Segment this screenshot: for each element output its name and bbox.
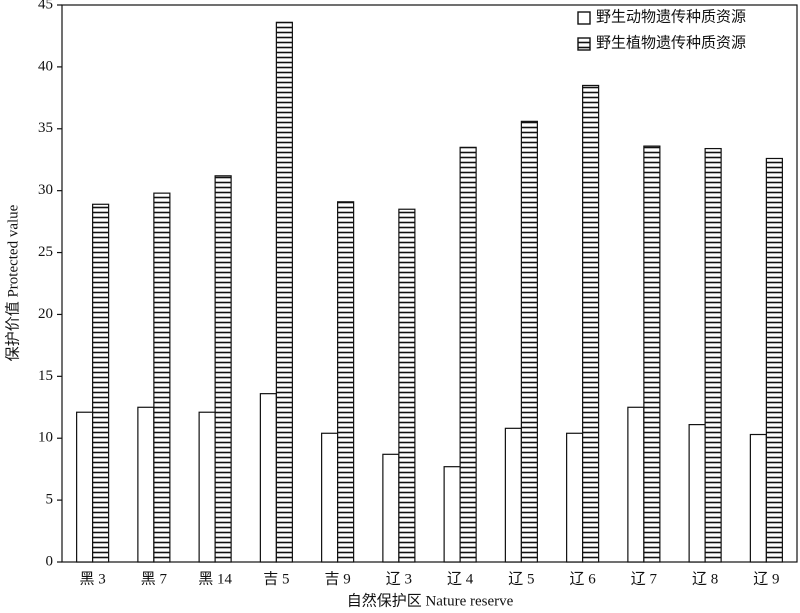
x-tick-label: 辽 3	[386, 570, 412, 587]
bar	[92, 203, 110, 563]
bar	[76, 411, 94, 563]
bar	[688, 424, 706, 563]
x-tick-label: 吉 5	[263, 570, 289, 587]
y-tick-label: 25	[38, 244, 53, 260]
legend-swatch	[577, 11, 591, 25]
bar	[398, 208, 416, 563]
legend-swatch	[577, 37, 591, 51]
plot-frame	[61, 4, 798, 563]
x-tick-label: 吉 9	[324, 570, 350, 587]
bar	[275, 21, 293, 563]
bar	[198, 411, 216, 563]
x-tick-label: 黑 3	[79, 571, 105, 587]
bar	[321, 432, 339, 563]
x-tick-label: 黑 14	[198, 571, 232, 587]
y-tick-label: 5	[46, 492, 54, 508]
y-tick-label: 10	[38, 430, 53, 446]
legend-label: 野生动物遗传种质资源	[596, 8, 746, 25]
bar	[643, 145, 661, 563]
y-tick-label: 15	[38, 368, 53, 384]
bar	[153, 192, 171, 563]
bar	[504, 427, 522, 563]
bar	[520, 120, 538, 563]
bar	[749, 433, 767, 563]
y-tick-label: 0	[46, 553, 54, 569]
bar	[582, 84, 600, 563]
bar	[259, 393, 277, 563]
y-tick-label: 20	[38, 306, 53, 322]
bar	[214, 175, 232, 563]
x-tick-label: 辽 9	[753, 570, 779, 587]
y-tick-label: 35	[38, 120, 53, 136]
bar	[566, 432, 584, 563]
y-tick-label: 40	[38, 58, 53, 74]
bar	[382, 453, 400, 563]
x-tick-label: 辽 4	[447, 570, 474, 587]
legend-label: 野生植物遗传种质资源	[596, 34, 746, 51]
x-tick-label: 黑 7	[141, 571, 168, 587]
bar	[137, 406, 155, 563]
bar	[627, 406, 645, 563]
x-axis-label: 自然保护区 Nature reserve	[347, 592, 514, 609]
x-tick-label: 辽 5	[508, 570, 534, 587]
bar	[704, 147, 722, 563]
x-tick-label: 辽 8	[692, 570, 718, 587]
bar	[337, 201, 355, 563]
bar	[443, 466, 461, 563]
x-tick-label: 辽 6	[569, 570, 596, 587]
y-tick-label: 30	[38, 182, 53, 198]
bar	[765, 157, 783, 563]
x-tick-label: 辽 7	[631, 570, 658, 587]
bar	[459, 146, 477, 563]
y-tick-label: 45	[38, 0, 53, 12]
y-axis-label: 保护价值 Protected value	[4, 204, 21, 361]
